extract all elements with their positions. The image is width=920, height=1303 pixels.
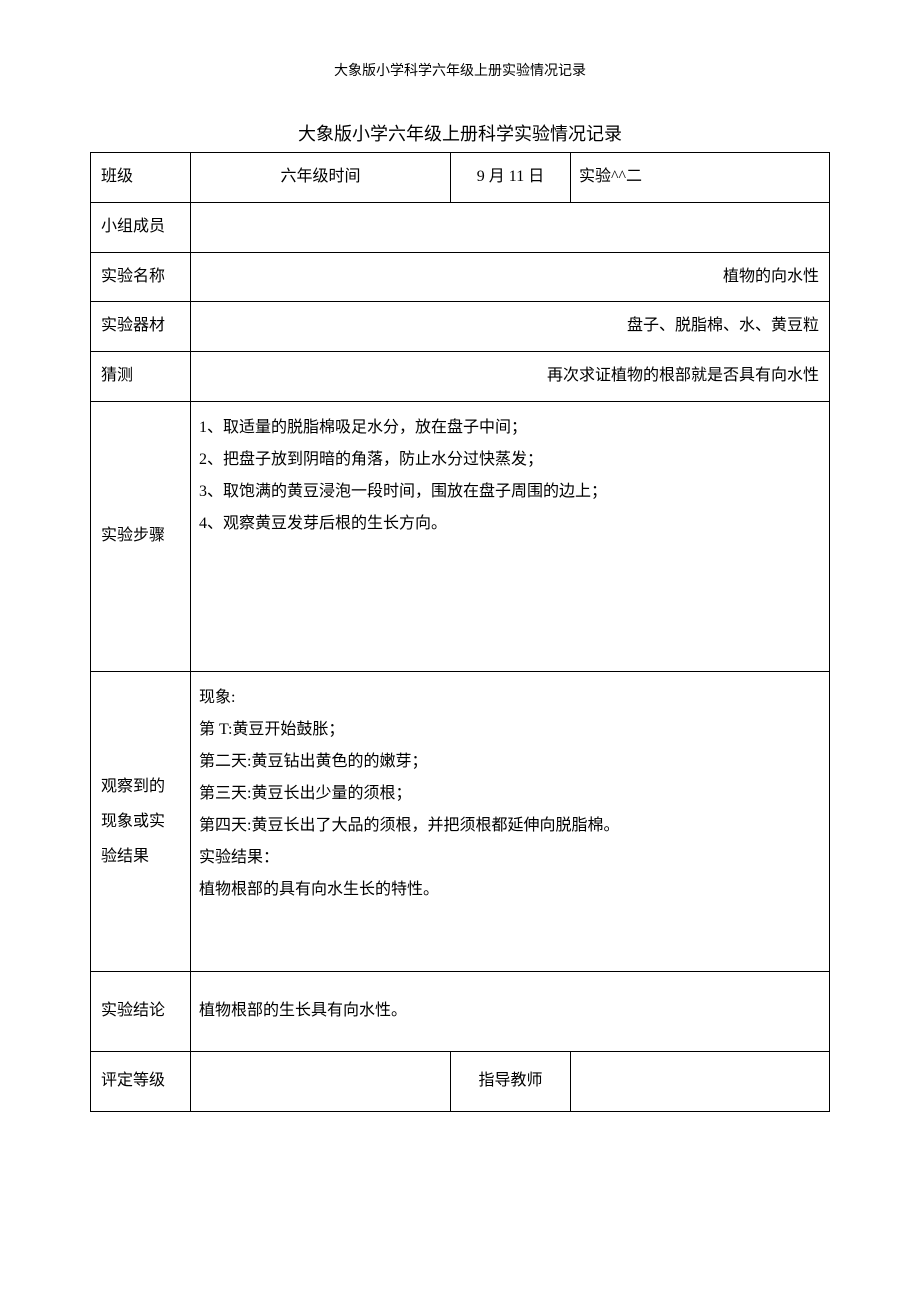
- table-row-members: 小组成员: [91, 202, 830, 252]
- label-rating: 评定等级: [91, 1051, 191, 1111]
- observation-line: 第四天:黄豆长出了大品的须根，并把须根都延伸向脱脂棉。: [199, 810, 821, 842]
- step-line: 2、把盘子放到阴暗的角落，防止水分过快蒸发；: [199, 444, 821, 476]
- observation-line: 第 T:黄豆开始鼓胀；: [199, 714, 821, 746]
- table-row-rating: 评定等级 指导教师: [91, 1051, 830, 1111]
- obs-label-line: 观察到的: [101, 769, 182, 804]
- observation-content: 现象: 第 T:黄豆开始鼓胀； 第二天:黄豆钻出黄色的的嫩芽； 第三天:黄豆长出…: [191, 671, 830, 971]
- label-exp-name: 实验名称: [91, 252, 191, 302]
- label-class: 班级: [91, 153, 191, 203]
- label-guess: 猜测: [91, 352, 191, 402]
- document-title: 大象版小学六年级上册科学实验情况记录: [90, 120, 830, 146]
- steps-content: 1、取适量的脱脂棉吸足水分，放在盘子中间； 2、把盘子放到阴暗的角落，防止水分过…: [191, 401, 830, 671]
- class-time-value: 六年级时间: [191, 153, 451, 203]
- label-equipment: 实验器材: [91, 302, 191, 352]
- rating-value: [191, 1051, 451, 1111]
- label-observation: 观察到的 现象或实 验结果: [91, 671, 191, 971]
- step-line: 3、取饱满的黄豆浸泡一段时间，围放在盘子周围的边上；: [199, 476, 821, 508]
- label-teacher: 指导教师: [451, 1051, 571, 1111]
- equipment-value: 盘子、脱脂棉、水、黄豆粒: [191, 302, 830, 352]
- members-value: [191, 202, 830, 252]
- obs-label-line: 现象或实: [101, 804, 182, 839]
- conclusion-value: 植物根部的生长具有向水性。: [191, 971, 830, 1051]
- guess-value: 再次求证植物的根部就是否具有向水性: [191, 352, 830, 402]
- experiment-number: 实验^^二: [571, 153, 830, 203]
- experiment-record-table: 班级 六年级时间 9 月 11 日 实验^^二 小组成员 实验名称 植物的向水性…: [90, 152, 830, 1112]
- phenomenon-title: 现象:: [199, 682, 821, 714]
- table-row-guess: 猜测 再次求证植物的根部就是否具有向水性: [91, 352, 830, 402]
- table-row-steps: 实验步骤 1、取适量的脱脂棉吸足水分，放在盘子中间； 2、把盘子放到阴暗的角落，…: [91, 401, 830, 671]
- table-row-exp-name: 实验名称 植物的向水性: [91, 252, 830, 302]
- result-text: 植物根部的具有向水生长的特性。: [199, 874, 821, 906]
- observation-line: 第二天:黄豆钻出黄色的的嫩芽；: [199, 746, 821, 778]
- label-members: 小组成员: [91, 202, 191, 252]
- obs-label-line: 验结果: [101, 839, 182, 874]
- label-steps: 实验步骤: [91, 401, 191, 671]
- table-row-class: 班级 六年级时间 9 月 11 日 实验^^二: [91, 153, 830, 203]
- table-row-conclusion: 实验结论 植物根部的生长具有向水性。: [91, 971, 830, 1051]
- result-title: 实验结果：: [199, 842, 821, 874]
- observation-line: 第三天:黄豆长出少量的须根；: [199, 778, 821, 810]
- date-value: 9 月 11 日: [451, 153, 571, 203]
- page-header: 大象版小学科学六年级上册实验情况记录: [90, 60, 830, 80]
- step-line: 4、观察黄豆发芽后根的生长方向。: [199, 508, 821, 540]
- exp-name-value: 植物的向水性: [191, 252, 830, 302]
- teacher-value: [571, 1051, 830, 1111]
- label-conclusion: 实验结论: [91, 971, 191, 1051]
- step-line: 1、取适量的脱脂棉吸足水分，放在盘子中间；: [199, 412, 821, 444]
- table-row-equipment: 实验器材 盘子、脱脂棉、水、黄豆粒: [91, 302, 830, 352]
- table-row-observation: 观察到的 现象或实 验结果 现象: 第 T:黄豆开始鼓胀； 第二天:黄豆钻出黄色…: [91, 671, 830, 971]
